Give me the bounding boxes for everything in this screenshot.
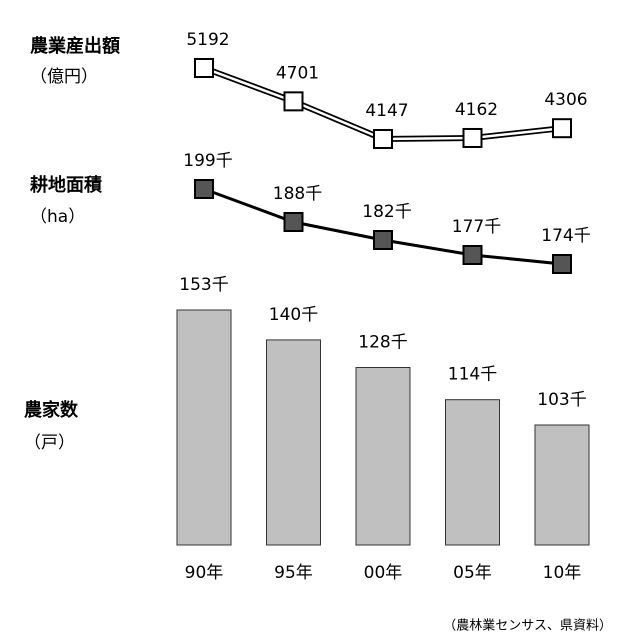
marker [552,118,572,139]
value-label: 188千 [273,184,322,204]
marker [462,245,483,265]
marker [283,91,304,112]
x-tick-label: 90年 [185,563,224,583]
marker [462,127,483,148]
bar [534,424,590,546]
x-tick-label: 95年 [274,563,313,583]
marker [373,230,393,250]
marker [283,212,304,232]
x-tick-label: 10年 [543,563,582,583]
panel-title: 農業産出額 [30,35,120,57]
source: （農林業センサス、県資料） [443,618,612,634]
value-label: 199千 [183,151,232,171]
value-label: 4306 [544,90,587,110]
bar [355,367,411,546]
x-tick-label: 00年 [364,563,403,583]
bar [176,309,232,546]
panel-unit: （ha） [30,207,85,227]
bar [266,339,321,546]
x-tick-label: 05年 [453,563,492,583]
value-label: 128千 [358,333,407,353]
panel-unit: （戸） [24,433,75,453]
marker [373,129,393,149]
value-label: 4147 [365,101,408,121]
value-label: 140千 [269,305,318,325]
value-label: 114千 [448,365,497,385]
value-label: 174千 [541,226,590,246]
value-label: 4162 [455,100,498,120]
value-label: 4701 [276,63,319,83]
value-label: 153千 [179,275,228,295]
panel-title: 耕地面積 [30,174,103,196]
value-label: 177千 [452,217,501,237]
marker [552,254,572,274]
panel-unit: （億円） [30,67,98,87]
panel-title: 農家数 [24,399,79,421]
value-label: 182千 [362,202,411,222]
marker [194,179,214,199]
value-label: 103千 [537,390,586,410]
marker [194,58,214,78]
value-label: 5192 [186,30,229,50]
bar [445,399,500,546]
